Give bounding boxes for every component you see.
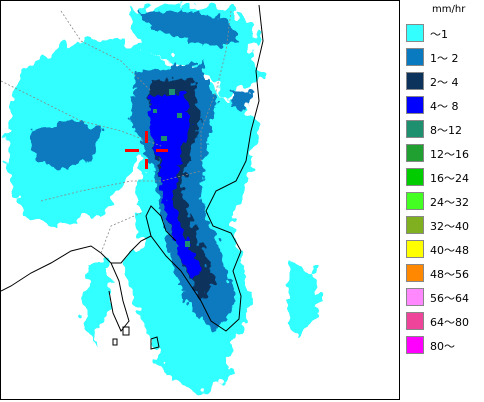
rain-moderate-north bbox=[141, 9, 239, 47]
legend-swatch bbox=[406, 192, 424, 210]
border-line bbox=[1, 80, 162, 147]
legend-item: 16～24 bbox=[406, 168, 484, 186]
legend-item: 1～ 2 bbox=[406, 48, 484, 66]
legend-swatch bbox=[406, 120, 424, 138]
rain-light-southwest bbox=[83, 263, 111, 346]
legend-label: 1～ 2 bbox=[430, 52, 459, 65]
legend-item: 64～80 bbox=[406, 312, 484, 330]
radar-map bbox=[0, 0, 400, 400]
rain-area-red bbox=[125, 131, 168, 169]
rain-cell bbox=[153, 109, 157, 113]
border-line bbox=[200, 10, 232, 161]
rain-cell bbox=[161, 136, 167, 141]
rain-cell bbox=[145, 131, 148, 143]
legend-item: 12～16 bbox=[406, 144, 484, 162]
legend-swatch bbox=[406, 264, 424, 282]
legend-label: 48～56 bbox=[430, 268, 469, 281]
legend-item: 4～ 8 bbox=[406, 96, 484, 114]
legend-swatch bbox=[406, 72, 424, 90]
legend-swatch bbox=[406, 48, 424, 66]
legend-label: 16～24 bbox=[430, 172, 469, 185]
legend-item: 2～ 4 bbox=[406, 72, 484, 90]
legend-label: ～1 bbox=[430, 28, 448, 41]
rain-moderate-west bbox=[31, 119, 101, 169]
legend-swatch bbox=[406, 24, 424, 42]
island-2 bbox=[122, 326, 130, 336]
legend-item: 40～48 bbox=[406, 240, 484, 258]
prefecture-borders bbox=[1, 10, 232, 254]
island-1 bbox=[150, 336, 160, 350]
legend-swatch bbox=[406, 312, 424, 330]
legend-label: 56～64 bbox=[430, 292, 469, 305]
border-line bbox=[100, 212, 142, 254]
legend-swatch bbox=[406, 144, 424, 162]
rain-cell bbox=[177, 113, 182, 118]
rain-light-southeast bbox=[286, 263, 323, 339]
rainfall-legend: mm/hr ～1 1～ 2 2～ 4 4～ 8 8～12 12～16 16～24 24～32 3… bbox=[402, 0, 484, 402]
coastline-bay bbox=[145, 205, 182, 272]
coastline-west bbox=[1, 235, 152, 292]
radar-map-canvas bbox=[1, 4, 323, 391]
coastline-peninsula bbox=[180, 250, 242, 332]
legend-label: 12～16 bbox=[430, 148, 469, 161]
legend-swatch bbox=[406, 240, 424, 258]
border-line bbox=[60, 10, 152, 92]
legend-label: 8～12 bbox=[430, 124, 462, 137]
legend-label: 80～ bbox=[430, 340, 455, 353]
coastline-east bbox=[205, 4, 264, 252]
rain-moderate-east bbox=[231, 89, 251, 111]
legend-swatch bbox=[406, 288, 424, 306]
legend-item: 80～ bbox=[406, 336, 484, 354]
rain-cell bbox=[156, 149, 168, 152]
legend-item: 24～32 bbox=[406, 192, 484, 210]
legend-item: 32～40 bbox=[406, 216, 484, 234]
legend-label: 24～32 bbox=[430, 196, 469, 209]
coastlines bbox=[1, 4, 264, 350]
legend-item: ～1 bbox=[406, 24, 484, 42]
legend-label: 32～40 bbox=[430, 220, 469, 233]
legend-swatch bbox=[406, 168, 424, 186]
legend-swatch bbox=[406, 96, 424, 114]
legend-label: 2～ 4 bbox=[430, 76, 459, 89]
legend-unit: mm/hr bbox=[432, 4, 466, 15]
rain-cell bbox=[125, 149, 139, 152]
island-3 bbox=[112, 338, 118, 346]
rain-cell bbox=[145, 159, 148, 169]
legend-item: 56～64 bbox=[406, 288, 484, 306]
rain-area-intense bbox=[153, 89, 190, 247]
rain-cell bbox=[169, 89, 175, 95]
legend-label: 4～ 8 bbox=[430, 100, 459, 113]
legend-label: 64～80 bbox=[430, 316, 469, 329]
coastline-izu bbox=[108, 262, 130, 332]
rain-light-south bbox=[126, 246, 231, 391]
legend-item: 48～56 bbox=[406, 264, 484, 282]
legend-swatch bbox=[406, 336, 424, 354]
legend-swatch bbox=[406, 216, 424, 234]
legend-label: 40～48 bbox=[430, 244, 469, 257]
legend-item: 8～12 bbox=[406, 120, 484, 138]
rain-cell bbox=[185, 241, 190, 247]
border-line bbox=[40, 170, 202, 202]
